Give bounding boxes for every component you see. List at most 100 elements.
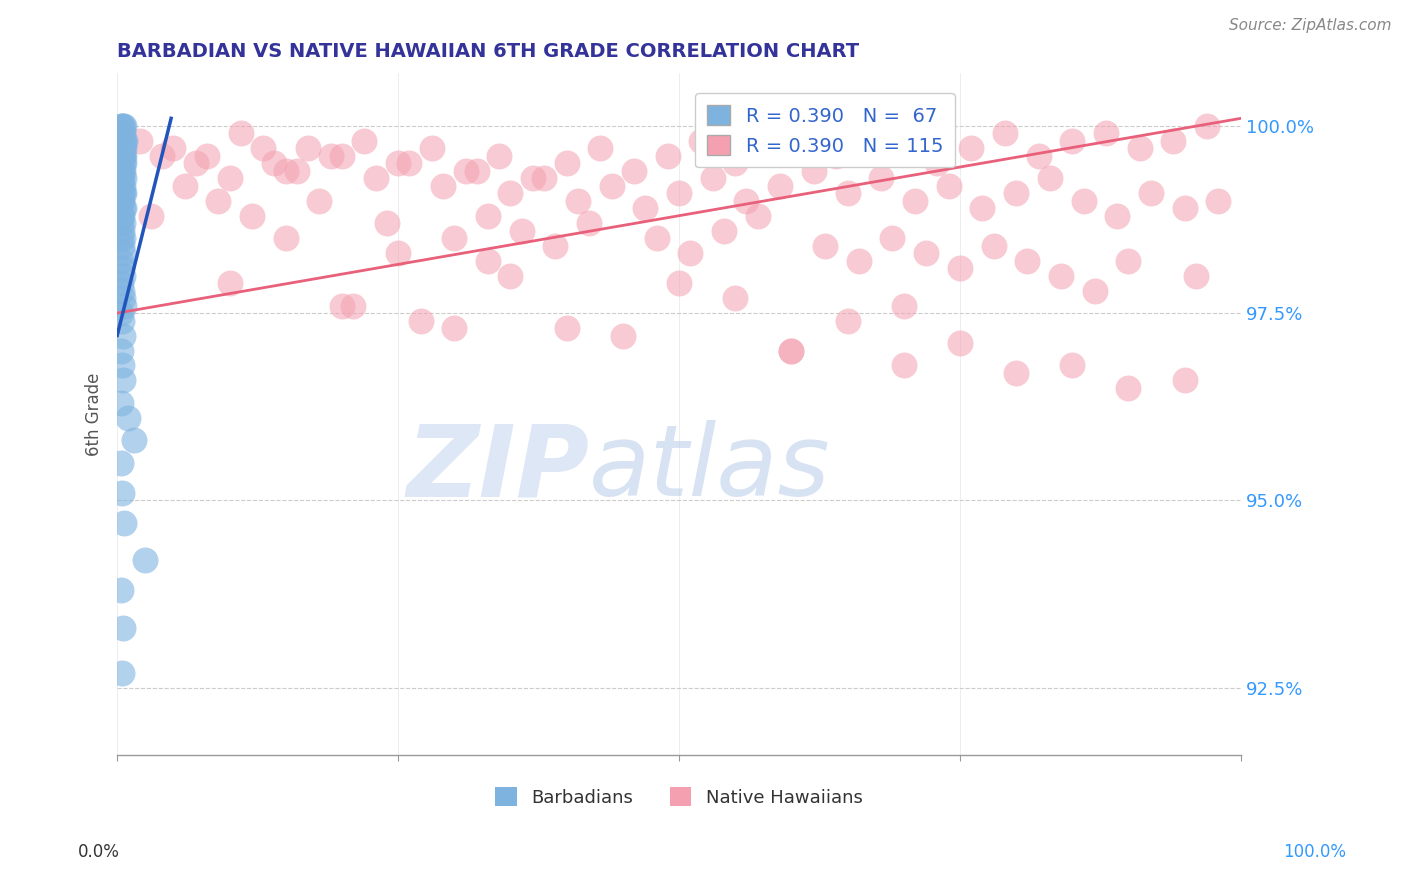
Point	[623, 163, 645, 178]
Point	[112, 149, 135, 163]
Point	[1028, 149, 1050, 163]
Point	[432, 178, 454, 193]
Point	[111, 194, 134, 208]
Point	[510, 224, 533, 238]
Point	[110, 216, 132, 230]
Point	[263, 156, 285, 170]
Point	[110, 396, 132, 410]
Point	[110, 456, 132, 470]
Point	[960, 141, 983, 155]
Point	[110, 194, 132, 208]
Point	[1197, 119, 1219, 133]
Point	[814, 238, 837, 252]
Point	[111, 171, 134, 186]
Point	[112, 201, 135, 215]
Point	[668, 276, 690, 290]
Point	[702, 171, 724, 186]
Text: 0.0%: 0.0%	[77, 843, 120, 861]
Point	[600, 178, 623, 193]
Point	[859, 141, 882, 155]
Point	[443, 231, 465, 245]
Point	[364, 171, 387, 186]
Point	[1017, 253, 1039, 268]
Point	[134, 553, 156, 567]
Point	[110, 231, 132, 245]
Point	[110, 141, 132, 155]
Point	[690, 134, 713, 148]
Point	[240, 209, 263, 223]
Point	[724, 291, 747, 305]
Point	[848, 253, 870, 268]
Point	[387, 246, 409, 260]
Point	[112, 516, 135, 530]
Point	[111, 186, 134, 201]
Point	[218, 276, 240, 290]
Point	[111, 149, 134, 163]
Point	[112, 134, 135, 148]
Point	[882, 231, 904, 245]
Text: Source: ZipAtlas.com: Source: ZipAtlas.com	[1229, 18, 1392, 33]
Point	[218, 171, 240, 186]
Point	[111, 268, 134, 283]
Point	[112, 299, 135, 313]
Point	[111, 156, 134, 170]
Point	[111, 141, 134, 155]
Point	[112, 119, 135, 133]
Point	[111, 621, 134, 635]
Point	[724, 156, 747, 170]
Point	[110, 253, 132, 268]
Point	[1129, 141, 1152, 155]
Point	[195, 149, 218, 163]
Point	[375, 216, 398, 230]
Point	[499, 186, 522, 201]
Point	[110, 156, 132, 170]
Point	[949, 336, 972, 351]
Point	[780, 343, 803, 358]
Point	[679, 246, 702, 260]
Point	[110, 276, 132, 290]
Point	[488, 149, 510, 163]
Point	[612, 328, 634, 343]
Point	[111, 231, 134, 245]
Point	[398, 156, 420, 170]
Point	[589, 141, 612, 155]
Text: ZIP: ZIP	[406, 420, 589, 517]
Point	[111, 313, 134, 327]
Point	[409, 313, 432, 327]
Point	[330, 149, 353, 163]
Point	[110, 343, 132, 358]
Point	[1005, 186, 1028, 201]
Point	[1062, 359, 1084, 373]
Point	[904, 194, 927, 208]
Text: atlas: atlas	[589, 420, 831, 517]
Point	[713, 224, 735, 238]
Point	[1118, 381, 1140, 395]
Point	[111, 186, 134, 201]
Point	[122, 434, 145, 448]
Legend: Barbadians, Native Hawaiians: Barbadians, Native Hawaiians	[488, 780, 870, 814]
Point	[634, 201, 657, 215]
Point	[668, 186, 690, 201]
Point	[578, 216, 600, 230]
Point	[1118, 253, 1140, 268]
Point	[111, 178, 134, 193]
Point	[111, 149, 134, 163]
Point	[162, 141, 184, 155]
Point	[285, 163, 308, 178]
Point	[1107, 209, 1129, 223]
Point	[111, 374, 134, 388]
Point	[111, 119, 134, 133]
Point	[938, 178, 960, 193]
Point	[1208, 194, 1230, 208]
Point	[522, 171, 544, 186]
Point	[229, 126, 252, 140]
Point	[949, 261, 972, 276]
Point	[747, 209, 769, 223]
Point	[1050, 268, 1073, 283]
Point	[387, 156, 409, 170]
Point	[657, 149, 679, 163]
Point	[111, 163, 134, 178]
Point	[477, 209, 499, 223]
Point	[1174, 374, 1197, 388]
Point	[252, 141, 274, 155]
